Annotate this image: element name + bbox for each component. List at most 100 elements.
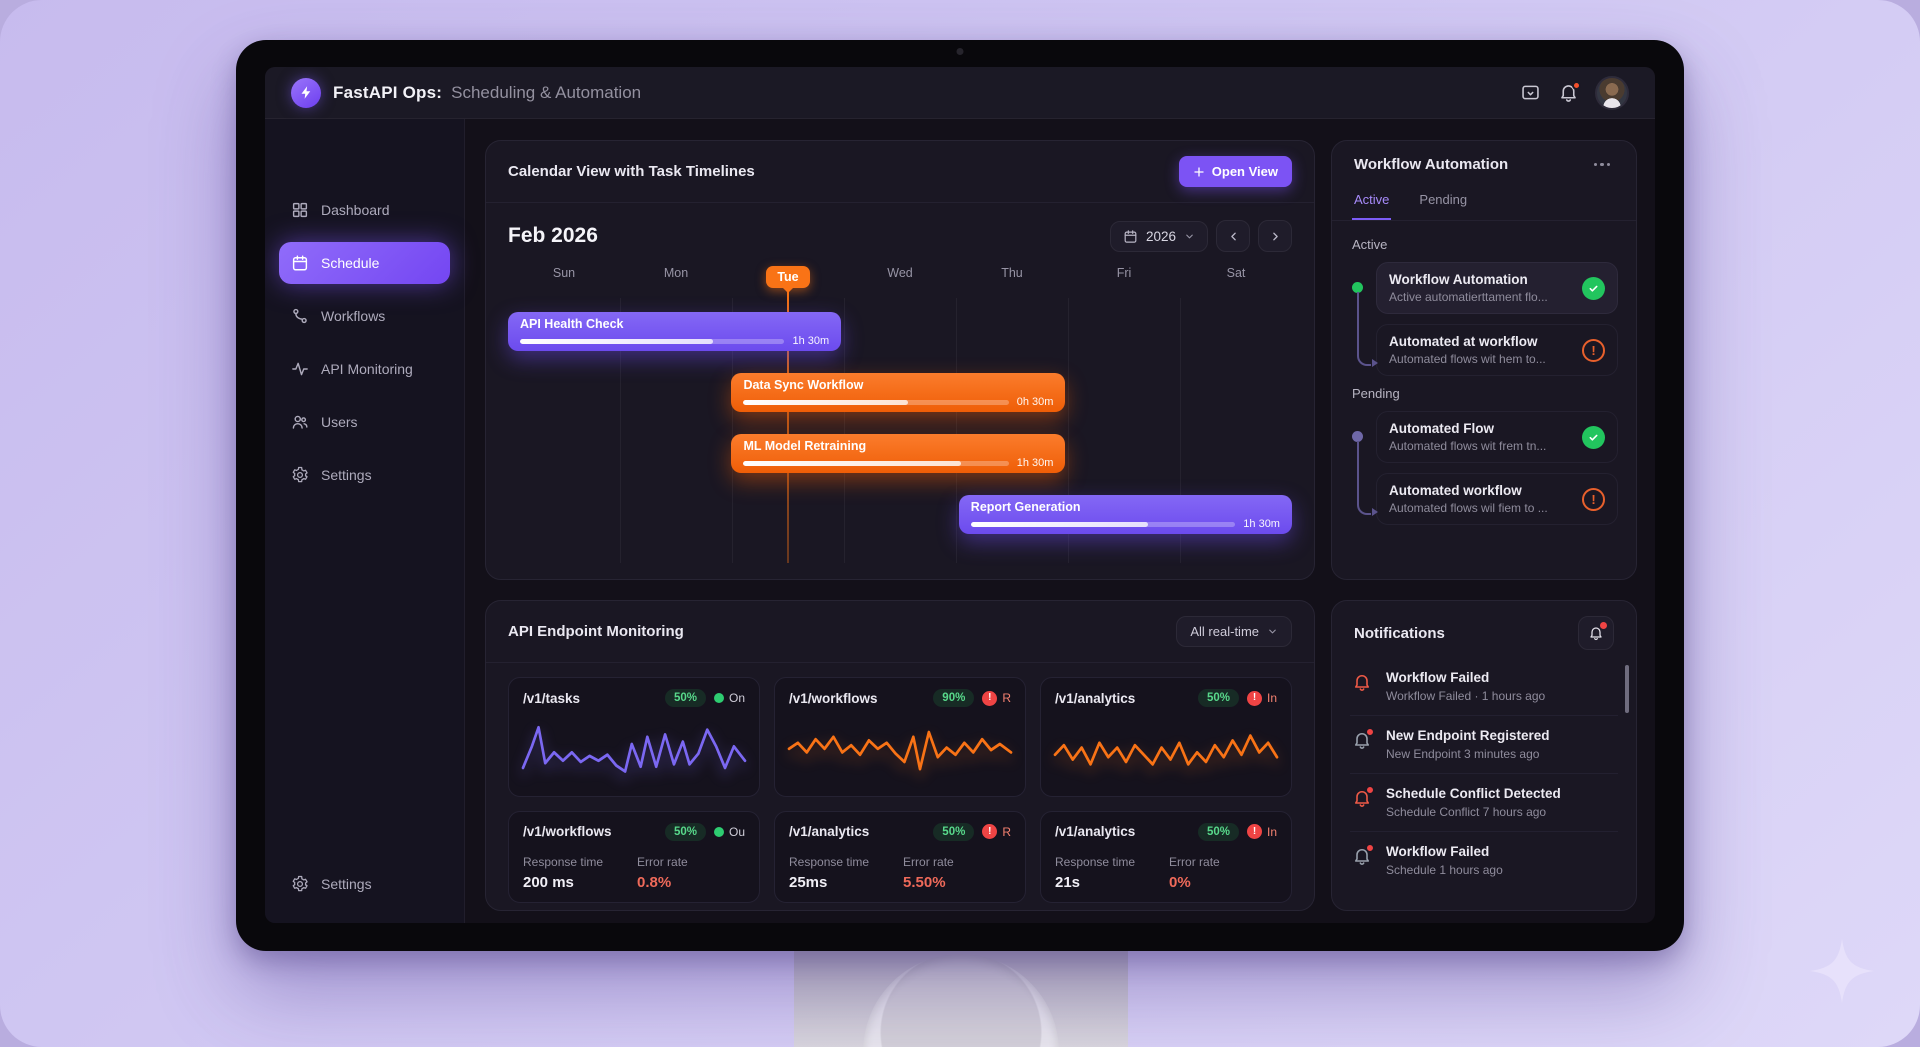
plus-icon <box>1194 166 1204 177</box>
scrollbar-thumb[interactable] <box>1625 665 1629 713</box>
monitor-stand-disc <box>863 954 1059 1047</box>
notification-item[interactable]: Workflow Failed Workflow Failed · 1 hours… <box>1350 658 1618 716</box>
lightning-bolt-icon <box>301 86 310 99</box>
uptime-badge: 50% <box>933 822 975 841</box>
error-rate-value: 0.8% <box>637 873 672 891</box>
inbox-icon <box>1521 85 1539 100</box>
weekday-fri[interactable]: Fri <box>1116 266 1132 280</box>
gear-icon <box>292 875 308 892</box>
endpoint-card-tasks[interactable]: /v1/tasks 50% On <box>508 677 760 797</box>
gear-icon <box>292 466 308 483</box>
workflow-card-title: Workflow Automation <box>1354 156 1509 173</box>
endpoint-stat-card-analytics-2[interactable]: /v1/analytics 50% ! In Response time 21s E… <box>1040 810 1292 903</box>
weekday-sun[interactable]: Sun <box>552 266 576 280</box>
app-subtitle: Scheduling & Automation <box>451 82 642 102</box>
notification-item[interactable]: Schedule Conflict Detected Schedule Confl… <box>1350 774 1618 832</box>
error-icon: ! <box>982 690 998 706</box>
task-bar-ml-model-retraining[interactable]: ML Model Retraining 1h 30m <box>731 434 1066 473</box>
notifications-bell-button[interactable] <box>1578 616 1614 650</box>
inbox-button[interactable] <box>1511 74 1549 112</box>
workflow-item[interactable]: Workflow Automation Active automatiertta… <box>1376 262 1618 314</box>
more-options-icon[interactable] <box>1590 159 1615 171</box>
alert-bell-icon <box>1352 670 1374 703</box>
notifications-card: Notifications Workflow Fai <box>1331 600 1637 911</box>
weekday-thu[interactable]: Thu <box>1001 266 1023 280</box>
monitor-frame: FastAPI Ops: Scheduling & Automation <box>236 40 1684 951</box>
chevron-right-icon <box>1272 232 1278 240</box>
bell-dot-icon <box>1352 844 1374 877</box>
task-bar-report-generation[interactable]: Report Generation 1h 30m <box>958 495 1292 534</box>
sidebar-item-users[interactable]: Users <box>279 401 450 443</box>
month-label: Feb 2026 <box>508 224 598 247</box>
gridline <box>955 298 957 563</box>
user-avatar[interactable] <box>1595 75 1629 110</box>
workflow-item[interactable]: Automated at workflow Automated flows wi… <box>1376 324 1618 376</box>
app-logo[interactable] <box>291 77 321 108</box>
task-bar-data-sync-workflow[interactable]: Data Sync Workflow 0h 30m <box>731 373 1066 412</box>
endpoint-stat-card-analytics-1[interactable]: /v1/analytics 50% ! R Response time 25ms E… <box>774 810 1026 903</box>
sidebar-item-dashboard[interactable]: Dashboard <box>279 189 450 231</box>
status-indicator: Ou <box>713 825 745 839</box>
notification-item[interactable]: New Endpoint Registered New Endpoint 3 mi… <box>1350 716 1618 774</box>
open-view-button[interactable]: Open View <box>1178 156 1292 187</box>
timeline-arrow-icon <box>1372 508 1378 516</box>
uptime-badge: 50% <box>1197 689 1239 707</box>
right-panel: Workflow Automation Active Pending Activ… <box>1331 119 1655 923</box>
timeline-connector <box>1357 441 1371 515</box>
response-time-value: 25ms <box>789 873 828 891</box>
sparkle-icon <box>1810 939 1874 1003</box>
sidebar-item-schedule[interactable]: Schedule <box>279 242 450 284</box>
prev-month-button[interactable] <box>1216 220 1250 252</box>
weekday-header-row: Sun Mon Tue Wed Thu Fri Sat <box>486 258 1314 294</box>
weekday-mon[interactable]: Mon <box>663 266 689 280</box>
gridline <box>1068 298 1069 563</box>
active-day-pill: Tue <box>766 266 810 288</box>
status-indicator: ! In <box>1246 690 1277 706</box>
notification-item[interactable]: Workflow Failed Schedule 1 hours ago <box>1350 832 1618 889</box>
notifications-button[interactable] <box>1549 74 1587 112</box>
tab-active[interactable]: Active <box>1352 181 1392 220</box>
bell-icon <box>1560 85 1576 102</box>
sidebar-item-api-monitoring[interactable]: API Monitoring <box>279 348 450 390</box>
sparkline-chart <box>521 713 747 785</box>
tab-pending[interactable]: Pending <box>1419 192 1468 207</box>
sparkline-chart <box>1053 713 1279 785</box>
status-indicator: On <box>713 691 745 705</box>
sidebar-item-label: Dashboard <box>321 202 390 218</box>
camera-dot <box>956 48 964 55</box>
status-indicator: ! In <box>1246 824 1277 840</box>
sidebar-item-settings[interactable]: Settings <box>279 454 450 496</box>
sidebar-item-workflows[interactable]: Workflows <box>279 295 450 337</box>
weekday-sat[interactable]: Sat <box>1226 266 1246 280</box>
uptime-badge: 50% <box>1197 822 1239 841</box>
weekday-tue-active[interactable]: Tue <box>732 266 844 294</box>
top-bar: FastAPI Ops: Scheduling & Automation <box>265 67 1655 119</box>
section-label-pending: Pending <box>1352 386 1400 401</box>
sidebar-footer-settings[interactable]: Settings <box>279 863 450 905</box>
timeline-arrow-icon <box>1372 359 1378 367</box>
endpoint-card-analytics[interactable]: /v1/analytics 50% ! In <box>1040 677 1292 797</box>
activity-pulse-icon <box>292 362 308 376</box>
bell-dot-icon <box>1352 728 1374 761</box>
error-rate-value: 0% <box>1169 873 1191 891</box>
workflow-item[interactable]: Automated workflow Automated flows wil f… <box>1376 473 1618 525</box>
sidebar-item-label: Schedule <box>321 255 380 271</box>
main-content: Calendar View with Task Timelines Open V… <box>465 119 1331 923</box>
next-month-button[interactable] <box>1258 220 1292 252</box>
notifications-card-title: Notifications <box>1354 624 1445 642</box>
response-time-value: 200 ms <box>523 873 574 891</box>
monitoring-filter-select[interactable]: All real-time <box>1176 616 1292 647</box>
endpoint-stat-card-workflows[interactable]: /v1/workflows 50% Ou Response time 200 ms… <box>508 810 760 903</box>
bell-icon <box>1590 627 1602 641</box>
task-bar-api-health-check[interactable]: API Health Check 1h 30m <box>508 312 842 351</box>
endpoint-card-workflows[interactable]: /v1/workflows 90% ! R <box>774 677 1026 797</box>
error-icon: ! <box>1246 824 1262 840</box>
workflow-item[interactable]: Automated Flow Automated flows wit frem … <box>1376 411 1618 463</box>
weekday-wed[interactable]: Wed <box>887 266 913 280</box>
current-day-line <box>786 290 789 563</box>
warning-circle-icon: ! <box>1582 487 1605 511</box>
response-time-value: 21s <box>1055 873 1081 891</box>
year-select[interactable]: 2026 <box>1109 220 1208 252</box>
online-dot-icon <box>713 826 724 837</box>
